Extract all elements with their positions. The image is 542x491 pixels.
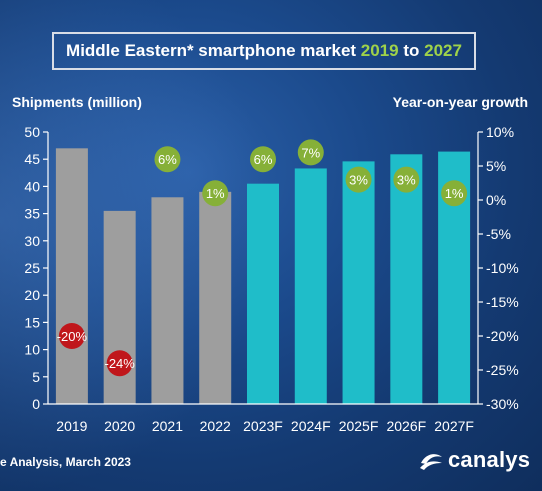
growth-label: 6% [158,152,177,167]
growth-marker [345,166,372,193]
left-axis-tick-label: 20 [24,287,40,303]
chart-title-start-year: 2019 [360,41,399,60]
x-axis-tick-label: 2023F [243,418,283,434]
growth-label: -20% [57,329,88,344]
right-axis-tick-label: -30% [486,396,519,412]
growth-label: 1% [445,186,464,201]
left-axis-tick-label: 0 [32,396,40,412]
left-axis-tick-label: 25 [24,260,40,276]
growth-marker [250,146,276,173]
chart-title-prefix: Middle Eastern* smartphone market [66,41,361,60]
left-axis-title: Shipments (million) [12,94,142,110]
right-axis-tick-label: -5% [486,226,511,242]
x-axis-tick-label: 2025F [339,418,379,434]
growth-marker [441,180,468,207]
growth-label: 3% [397,173,416,188]
left-axis-tick-label: 30 [24,233,40,249]
chart-title-connector: to [398,41,425,60]
x-axis-tick-label: 2024F [291,418,331,434]
growth-label: 3% [349,173,368,188]
chart-title-end-year: 2027 [424,41,462,60]
growth-marker [202,180,229,207]
right-axis-title: Year-on-year growth [392,94,528,110]
right-axis-tick-label: -20% [486,328,519,344]
x-axis-tick-label: 2027F [434,418,474,434]
shipment-bar [342,161,375,404]
growth-marker [106,350,133,377]
right-axis-tick-label: -25% [486,362,519,378]
growth-marker [58,323,85,349]
chart-title: Middle Eastern* smartphone market 2019 t… [52,32,476,70]
shipment-bar [390,154,423,404]
shipment-bar [294,168,327,404]
left-axis-tick-label: 35 [24,206,40,222]
left-axis-tick-label: 15 [24,314,40,330]
left-axis-tick-label: 50 [24,124,40,140]
growth-label: 7% [301,145,320,160]
right-axis-tick-label: 10% [486,124,514,140]
growth-label: 1% [206,186,225,201]
source-note: e Analysis, March 2023 [0,455,131,469]
canalys-logo-icon [420,454,442,470]
growth-marker [393,166,420,193]
growth-marker [154,146,181,173]
x-axis-tick-label: 2020 [104,418,135,434]
right-axis-tick-label: -15% [486,294,519,310]
x-axis-tick-label: 2022 [200,418,231,434]
left-axis-tick-label: 5 [32,369,40,385]
right-axis-tick-label: 0% [486,192,506,208]
left-axis-tick-label: 40 [24,178,40,194]
canalys-logo: canalys [418,447,530,473]
right-axis-tick-label: 5% [486,158,506,174]
x-axis-tick-label: 2019 [56,418,87,434]
left-axis-tick-label: 10 [24,342,40,358]
growth-label: -24% [104,356,135,371]
right-axis-tick-label: -10% [486,260,519,276]
shipment-bar [151,197,184,404]
left-axis-tick-label: 45 [24,151,40,167]
growth-label: 6% [254,152,273,167]
growth-marker [297,139,324,166]
shipment-bar [55,148,88,404]
shipment-bar [247,183,279,404]
x-axis-tick-label: 2026F [386,418,426,434]
x-axis-tick-label: 2021 [152,418,183,434]
shipment-bar [199,191,232,404]
canalys-logo-text: canalys [448,447,531,472]
